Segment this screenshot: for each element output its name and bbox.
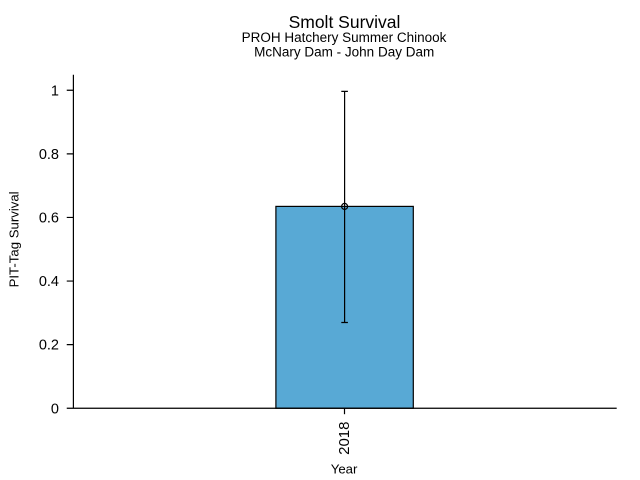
svg-text:Smolt Survival: Smolt Survival [289,12,401,32]
svg-text:1: 1 [51,83,59,99]
svg-text:Year: Year [331,462,358,477]
svg-text:2018: 2018 [336,422,353,455]
svg-text:PIT-Tag Survival: PIT-Tag Survival [6,191,21,287]
svg-text:0.6: 0.6 [39,210,59,226]
svg-text:0.4: 0.4 [39,274,59,290]
svg-text:0: 0 [51,401,59,417]
svg-text:0.8: 0.8 [39,147,59,163]
svg-text:McNary Dam - John Day Dam: McNary Dam - John Day Dam [254,45,434,60]
svg-text:PROH Hatchery Summer Chinook: PROH Hatchery Summer Chinook [242,30,447,45]
svg-text:0.2: 0.2 [39,338,59,354]
